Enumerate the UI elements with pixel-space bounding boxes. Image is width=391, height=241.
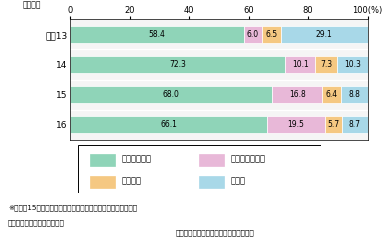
Bar — [199, 154, 224, 166]
Bar — [337, 56, 368, 73]
Bar — [70, 26, 244, 43]
Text: 66.1: 66.1 — [160, 120, 177, 129]
Bar — [70, 116, 267, 133]
Bar — [70, 56, 285, 73]
Bar — [342, 116, 368, 133]
Text: 10.3: 10.3 — [344, 60, 361, 69]
Text: 72.3: 72.3 — [169, 60, 186, 69]
Bar — [322, 86, 341, 103]
Text: データ伝送役務: データ伝送役務 — [231, 154, 266, 164]
Text: 68.0: 68.0 — [163, 90, 180, 99]
Text: 音声伝送役務: 音声伝送役務 — [122, 154, 152, 164]
Text: 8.8: 8.8 — [348, 90, 361, 99]
Bar — [285, 56, 315, 73]
Bar — [267, 116, 325, 133]
Bar — [325, 116, 342, 133]
Text: 29.1: 29.1 — [316, 30, 333, 39]
Text: 6.0: 6.0 — [247, 30, 259, 39]
Text: 7.3: 7.3 — [320, 60, 332, 69]
Bar — [341, 86, 368, 103]
Text: （年度）: （年度） — [23, 1, 41, 10]
Bar — [90, 176, 115, 188]
Text: 8.7: 8.7 — [349, 120, 361, 129]
Bar — [273, 86, 322, 103]
Text: 19.5: 19.5 — [287, 120, 304, 129]
Text: 58.4: 58.4 — [149, 30, 165, 39]
Text: 16.8: 16.8 — [289, 90, 306, 99]
Bar — [70, 86, 273, 103]
Text: その他: その他 — [231, 176, 246, 185]
Bar — [315, 56, 337, 73]
Text: 種電気通信事業の売上高: 種電気通信事業の売上高 — [8, 219, 65, 226]
Bar — [199, 176, 224, 188]
Text: ※　平成15年度までは、改正前の電気通信事業法に基づく第一: ※ 平成15年度までは、改正前の電気通信事業法に基づく第一 — [8, 205, 137, 211]
Bar — [262, 26, 281, 43]
Bar — [281, 26, 368, 43]
Text: 6.5: 6.5 — [265, 30, 278, 39]
Text: 5.7: 5.7 — [327, 120, 339, 129]
Text: 6.4: 6.4 — [326, 90, 338, 99]
Text: 専用役務: 専用役務 — [122, 176, 142, 185]
Text: 総務省「通信産業基本調査」により作成: 総務省「通信産業基本調査」により作成 — [176, 230, 255, 236]
Text: 10.1: 10.1 — [292, 60, 308, 69]
Bar — [90, 154, 115, 166]
Bar — [244, 26, 262, 43]
